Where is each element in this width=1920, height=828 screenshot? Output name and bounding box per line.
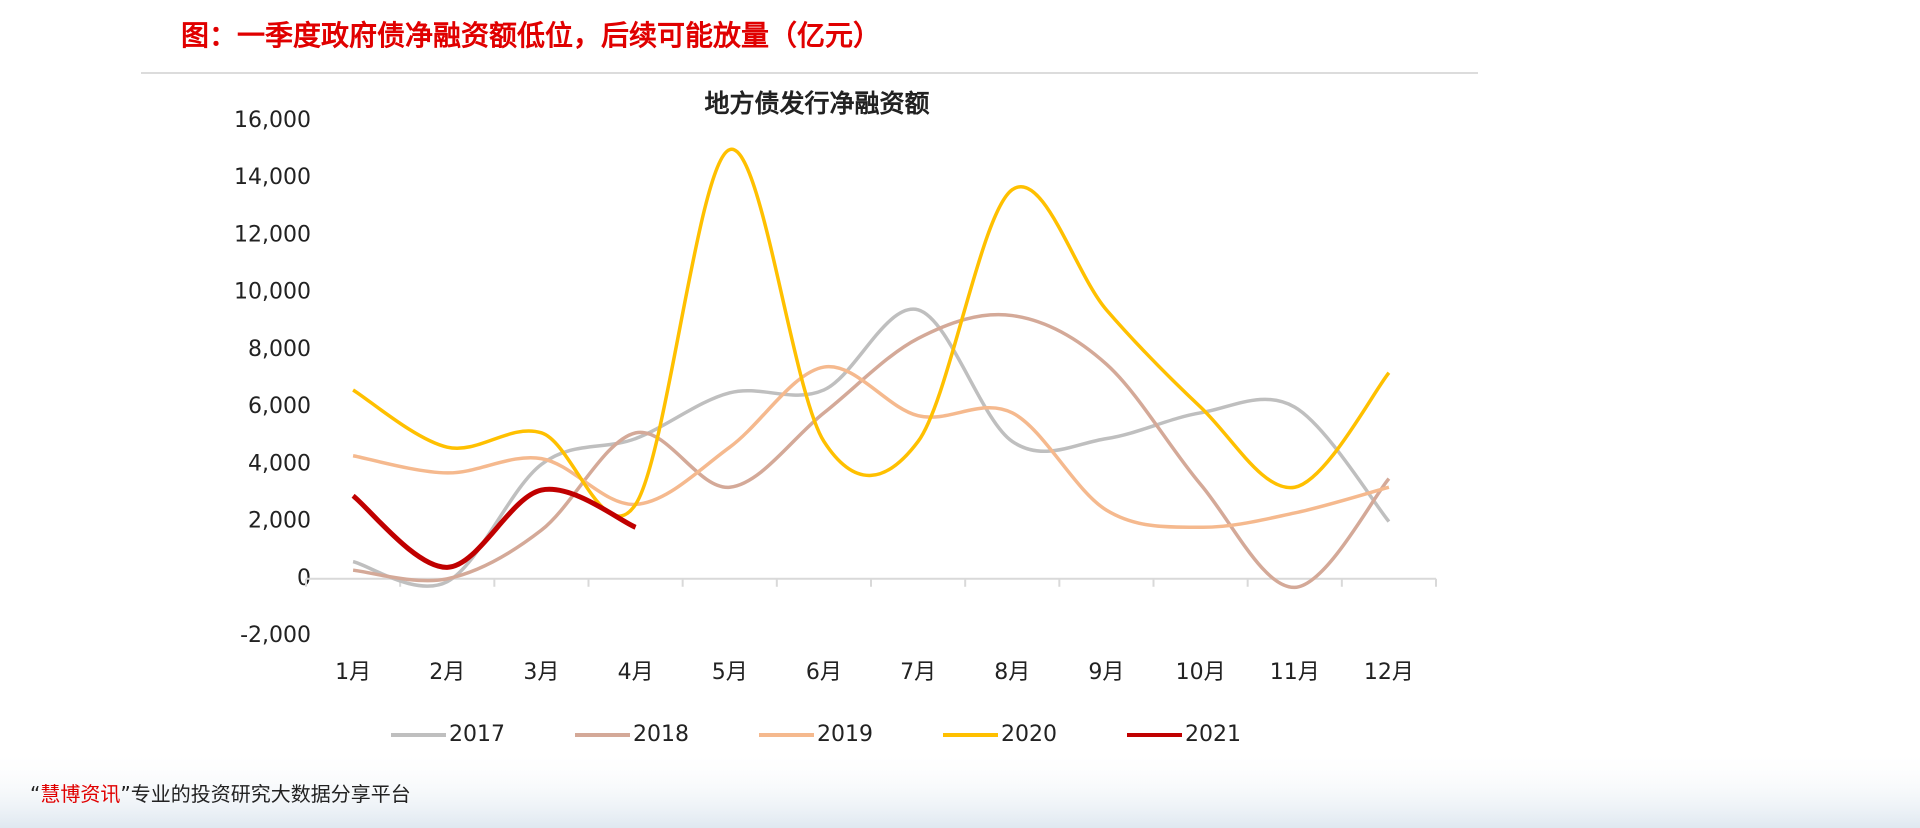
legend-label: 2021: [1185, 722, 1241, 747]
x-tick-label: 10月: [1176, 660, 1226, 685]
x-tick-label: 6月: [806, 660, 842, 685]
legend-label: 2018: [633, 722, 689, 747]
legend-label: 2019: [817, 722, 873, 747]
footer-text: 专业的投资研究大数据分享平台: [131, 782, 411, 806]
brand: 慧博资讯: [40, 782, 120, 806]
y-tick-label: 16,000: [234, 108, 311, 133]
y-tick-label: -2,000: [240, 623, 311, 648]
legend-label: 2020: [1001, 722, 1057, 747]
x-tick-label: 12月: [1364, 660, 1414, 685]
x-tick-label: 2月: [429, 660, 465, 685]
x-tick-label: 9月: [1088, 660, 1124, 685]
x-tick-label: 3月: [523, 660, 559, 685]
series-line: [352, 307, 1391, 588]
x-tick-label: 1月: [335, 660, 371, 685]
chart-title: 地方债发行净融资额: [704, 89, 929, 118]
quote: ”: [120, 782, 130, 806]
series-line: [351, 486, 637, 570]
series-line: [352, 312, 1391, 590]
quote: “: [30, 782, 40, 806]
x-tick-label: 11月: [1270, 660, 1320, 685]
x-tick-label: 5月: [712, 660, 748, 685]
page-title: 图：一季度政府债净融资额低位，后续可能放量（亿元）: [181, 19, 881, 52]
background: [0, 750, 1920, 828]
y-tick-label: 0: [297, 566, 311, 591]
x-tick-label: 4月: [618, 660, 654, 685]
y-tick-label: 4,000: [248, 451, 311, 476]
footer: “慧博资讯”专业的投资研究大数据分享平台: [30, 782, 411, 806]
y-tick-label: 12,000: [234, 222, 311, 247]
series-line: [352, 147, 1391, 518]
legend-label: 2017: [449, 722, 505, 747]
y-tick-label: 6,000: [248, 394, 311, 419]
y-tick-label: 14,000: [234, 165, 311, 190]
y-tick-label: 10,000: [234, 280, 311, 305]
y-tick-label: 8,000: [248, 337, 311, 362]
y-tick-label: 2,000: [248, 509, 311, 534]
x-tick-label: 7月: [900, 660, 936, 685]
x-tick-label: 8月: [994, 660, 1030, 685]
series-line: [352, 365, 1390, 530]
